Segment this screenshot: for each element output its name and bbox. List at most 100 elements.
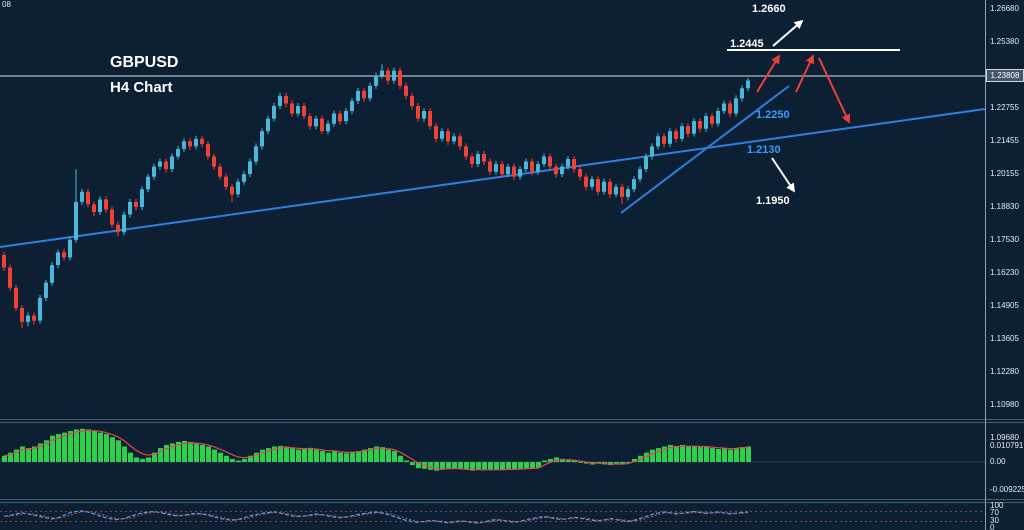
macd-bar xyxy=(32,446,37,462)
arrow-annotation[interactable] xyxy=(756,54,780,93)
candlestick xyxy=(674,128,678,143)
arrow-annotation[interactable] xyxy=(795,54,814,93)
macd-bar xyxy=(692,445,697,462)
candlestick xyxy=(62,248,66,261)
macd-signal-line xyxy=(3,429,749,471)
macd-bar xyxy=(626,462,631,463)
candlestick xyxy=(620,183,624,204)
candlestick xyxy=(128,198,132,218)
macd-bar xyxy=(392,451,397,462)
price-annotation-label[interactable]: 1.1950 xyxy=(756,195,790,207)
macd-bar xyxy=(446,462,451,469)
candlestick xyxy=(254,143,258,165)
candlestick xyxy=(80,188,84,205)
candlestick xyxy=(170,153,174,173)
price-axis-tick: 1.18830 xyxy=(990,202,1019,211)
arrow-annotation[interactable] xyxy=(818,57,851,124)
macd-bar xyxy=(704,446,709,462)
candlestick xyxy=(140,186,144,210)
macd-bar xyxy=(212,449,217,462)
candlestick xyxy=(740,85,744,102)
candlestick xyxy=(104,196,108,213)
candlestick xyxy=(278,92,282,109)
price-annotation-label[interactable]: 1.2130 xyxy=(747,144,781,156)
macd-bar xyxy=(686,446,691,462)
candlestick xyxy=(56,249,60,269)
macd-bar xyxy=(578,462,583,463)
candlestick xyxy=(602,178,606,195)
candlestick xyxy=(518,166,522,180)
macd-bar xyxy=(326,452,331,462)
candlestick xyxy=(92,201,96,217)
candlestick xyxy=(374,72,378,89)
candlestick xyxy=(626,186,630,201)
macd-bar xyxy=(188,441,193,462)
candlestick xyxy=(524,158,528,173)
macd-bar xyxy=(452,462,457,469)
candlestick xyxy=(176,145,180,160)
price-annotation-label[interactable]: 1.2660 xyxy=(752,3,786,15)
macd-bar xyxy=(314,449,319,462)
candlestick xyxy=(590,176,594,190)
arrow-annotation[interactable] xyxy=(772,19,804,47)
price-axis-tick: 1.16230 xyxy=(990,268,1019,277)
candlestick xyxy=(548,153,552,171)
macd-bar xyxy=(518,462,523,469)
candlestick xyxy=(632,176,636,193)
main-price-chart[interactable] xyxy=(0,0,1024,419)
secondary-uptrend-line[interactable] xyxy=(620,85,790,214)
candlestick xyxy=(44,279,48,301)
candlestick xyxy=(290,100,294,117)
stochastic-indicator-panel[interactable] xyxy=(0,503,1024,530)
macd-bar xyxy=(572,460,577,463)
price-annotation-label[interactable]: 1.2445 xyxy=(730,38,764,50)
macd-bar xyxy=(236,460,241,463)
candlestick xyxy=(614,183,618,198)
macd-bar xyxy=(380,447,385,462)
primary-uptrend-line[interactable] xyxy=(0,108,986,248)
candlestick xyxy=(554,163,558,178)
macd-bar xyxy=(734,448,739,462)
macd-bar xyxy=(98,432,103,462)
macd-indicator-panel[interactable] xyxy=(0,423,1024,499)
candlestick xyxy=(260,128,264,150)
candlestick xyxy=(398,67,402,90)
candlestick xyxy=(638,166,642,183)
macd-bar xyxy=(80,428,85,462)
candlestick xyxy=(344,108,348,125)
price-annotation-label[interactable]: 1.2250 xyxy=(756,109,790,121)
candlestick xyxy=(386,67,390,85)
candlestick xyxy=(734,95,738,117)
candlestick xyxy=(470,153,474,168)
macd-bar xyxy=(362,449,367,462)
candlestick xyxy=(218,163,222,180)
price-axis-tick: 1.25380 xyxy=(990,37,1019,46)
macd-bar xyxy=(398,455,403,462)
macd-bar xyxy=(332,451,337,462)
candlestick xyxy=(116,221,120,237)
candlestick xyxy=(662,133,666,148)
candlestick xyxy=(98,196,102,216)
macd-bar xyxy=(284,446,289,462)
candlestick xyxy=(356,87,360,104)
macd-bar xyxy=(74,429,79,462)
candlestick xyxy=(746,77,750,92)
candlestick xyxy=(500,161,504,178)
candlestick xyxy=(692,118,696,137)
price-axis-tick: 1.14905 xyxy=(990,301,1019,310)
candlestick xyxy=(26,312,30,327)
macd-bar xyxy=(290,448,295,462)
candlestick xyxy=(224,173,228,190)
arrow-annotation[interactable] xyxy=(771,157,795,193)
macd-bar xyxy=(38,443,43,462)
macd-bar xyxy=(350,452,355,462)
candlestick xyxy=(482,150,486,166)
price-axis-tick: 1.20155 xyxy=(990,169,1019,178)
macd-bar xyxy=(272,446,277,462)
macd-bar xyxy=(122,446,127,462)
macd-bar xyxy=(296,449,301,462)
candlestick xyxy=(236,178,240,198)
macd-bar xyxy=(680,444,685,462)
candlestick xyxy=(650,143,654,160)
candlestick xyxy=(728,100,732,118)
